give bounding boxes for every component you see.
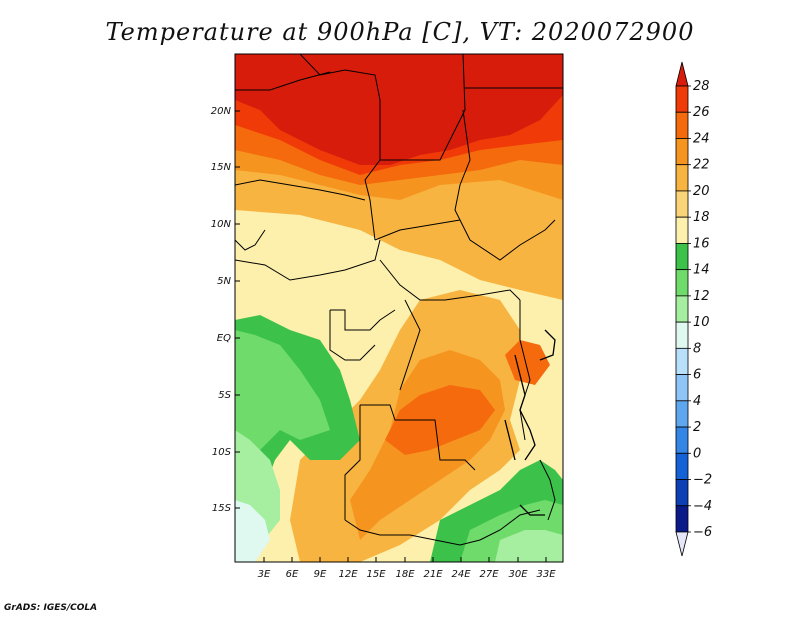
colorbar-segment: [675, 479, 689, 507]
lon-tick-label: 9E: [314, 569, 327, 580]
colorbar-bottom-triangle: [675, 531, 689, 557]
colorbar-label: 26: [693, 105, 710, 120]
colorbar-segment: [675, 400, 689, 428]
colorbar-label: −2: [693, 473, 712, 488]
lat-tick-label: 15N: [211, 162, 232, 173]
lakes: [504, 329, 556, 516]
lat-tick-label: 10S: [212, 447, 232, 458]
footer-credit: GrADS: IGES/COLA: [4, 603, 98, 613]
colorbar-label: 16: [693, 236, 710, 251]
lat-tick-label: 5N: [217, 276, 231, 287]
colorbar-label: 8: [693, 341, 701, 356]
map-frame: [234, 53, 564, 563]
colorbar-segment: [675, 374, 689, 402]
lon-tick-label: 12E: [338, 569, 358, 580]
lon-tick-label: 6E: [286, 569, 299, 580]
colorbar-label: −6: [693, 525, 712, 540]
lat-tick-label: 15S: [212, 503, 232, 514]
colorbar-segment: [675, 452, 689, 480]
colorbar-label: 2: [693, 420, 701, 435]
colorbar-segment: [675, 505, 689, 533]
colorbar-segment: [675, 216, 689, 244]
colorbar-segment: [675, 164, 689, 192]
colorbar-label: 20: [693, 184, 710, 199]
colorbar-segment: [675, 111, 689, 139]
temperature-field: [235, 54, 563, 562]
lon-tick-label: 33E: [536, 569, 556, 580]
colorbar-label: 6: [693, 368, 701, 383]
colorbar-label: 22: [693, 158, 710, 173]
lon-tick-label: 27E: [479, 569, 499, 580]
lon-tick-label: 30E: [508, 569, 528, 580]
colorbar-segment: [675, 138, 689, 166]
lon-tick-label: 18E: [395, 569, 415, 580]
colorbar-label: 12: [693, 289, 710, 304]
lon-ticks: [263, 557, 547, 562]
country-borders: [235, 54, 563, 546]
colorbar-segment: [675, 85, 689, 113]
lon-tick-label: 21E: [423, 569, 443, 580]
colorbar-label: 4: [693, 394, 701, 409]
colorbar-label: 10: [693, 315, 710, 330]
lon-tick-label: 24E: [451, 569, 471, 580]
lon-tick-label: 3E: [258, 569, 271, 580]
map-title: Temperature at 900hPa [C], VT: 202007290…: [105, 18, 695, 46]
colorbar-segment: [675, 321, 689, 349]
lat-tick-label: 10N: [211, 219, 232, 230]
lon-axis: 3E 6E 9E 12E 15E 18E 21E 24E 27E 30E 33E: [258, 569, 557, 580]
colorbar-label: −4: [693, 499, 712, 514]
lat-tick-label: 5S: [218, 390, 231, 401]
colorbar-segment: [675, 243, 689, 271]
lat-tick-label: 20N: [211, 106, 232, 117]
colorbar-segment: [675, 426, 689, 454]
lat-axis: 20N 15N 10N 5N EQ 5S 10S 15S: [211, 106, 232, 514]
colorbar-segment: [675, 295, 689, 323]
colorbar-segment: [675, 190, 689, 218]
lon-tick-label: 15E: [366, 569, 386, 580]
colorbar-segment: [675, 269, 689, 297]
colorbar-label: 0: [693, 446, 701, 461]
colorbar-label: 24: [693, 131, 710, 146]
colorbar-label: 18: [693, 210, 710, 225]
colorbar-label: 28: [693, 79, 710, 94]
colorbar-top-triangle: [675, 61, 689, 87]
colorbar-segment: [675, 347, 689, 375]
lat-tick-label: EQ: [217, 333, 231, 344]
colorbar-label: 14: [693, 263, 710, 278]
lat-ticks: [235, 110, 240, 509]
